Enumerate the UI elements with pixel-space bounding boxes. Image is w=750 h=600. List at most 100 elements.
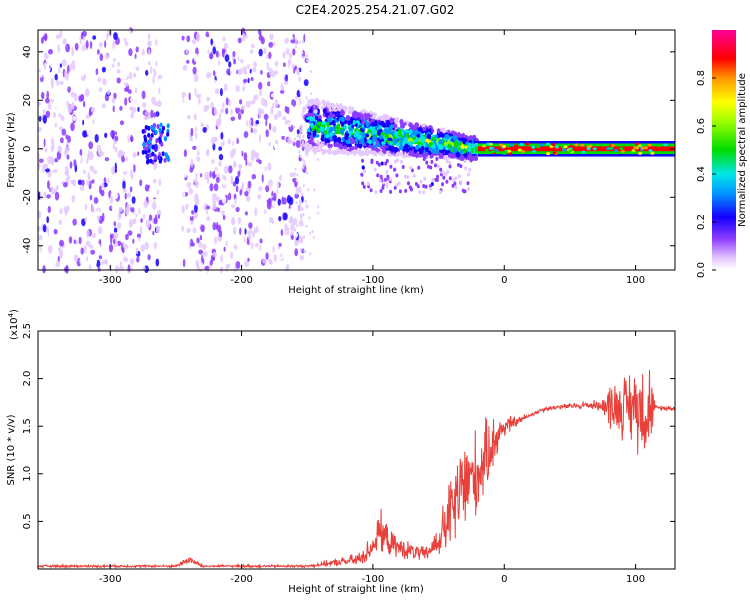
spectrogram-cell — [129, 258, 135, 265]
spectrogram-cell — [663, 143, 668, 147]
spectrogram-cell — [205, 209, 209, 215]
spectrogram-cell — [129, 186, 133, 193]
spectrogram-cell — [303, 79, 309, 87]
spectrogram-cell — [135, 99, 140, 107]
spectrogram-cell — [40, 36, 44, 44]
spectrogram-y-tick-label: -40 — [22, 238, 33, 254]
spectrogram-cell — [116, 228, 122, 233]
spectrogram-cell — [324, 137, 329, 143]
spectrogram-cell — [197, 241, 203, 248]
spectrogram-cell — [399, 159, 403, 164]
spectrogram-cell — [208, 41, 211, 47]
spectrogram-cell — [53, 228, 58, 235]
spectrogram-cell — [151, 151, 155, 157]
spectrogram-cell — [240, 66, 243, 75]
spectrogram-cell — [36, 225, 41, 232]
spectrogram-cell — [67, 86, 71, 93]
spectrogram-cell — [284, 37, 290, 44]
spectrogram-cell — [202, 243, 207, 250]
spectrogram-cell — [260, 70, 263, 75]
spectrogram-cell — [274, 139, 279, 145]
spectrogram-cell — [130, 207, 135, 213]
spectrogram-cell — [313, 109, 318, 114]
spectrogram-cell — [363, 112, 367, 119]
spectrogram-cell — [278, 174, 282, 182]
spectrogram-cell — [389, 164, 393, 169]
spectrogram-cell — [379, 116, 385, 121]
spectrogram-cell — [417, 127, 423, 132]
spectrogram-cell — [254, 41, 259, 49]
spectrogram-cell — [42, 224, 47, 233]
spectrogram-cell — [445, 149, 451, 154]
spectrogram-cell — [447, 152, 453, 158]
spectrogram-cell — [315, 140, 320, 145]
snr-y-tick-label: 1.0 — [22, 466, 33, 482]
spectrogram-cell — [220, 241, 225, 248]
spectrogram-cell — [161, 151, 165, 157]
spectrogram-cell — [308, 216, 311, 220]
spectrogram-cell — [296, 224, 299, 228]
spectrogram-cell — [139, 225, 143, 235]
spectrogram-cell — [116, 77, 121, 84]
spectrogram-cell — [293, 67, 296, 74]
spectrogram-cell — [88, 264, 92, 270]
spectrogram-cell — [105, 258, 108, 265]
spectrogram-cell — [235, 104, 240, 109]
spectrogram-cell — [215, 118, 221, 128]
spectrogram-cell — [90, 107, 96, 113]
spectrogram-cell — [388, 177, 392, 182]
spectrogram-cell — [322, 149, 326, 153]
spectrogram-cell — [46, 90, 49, 100]
spectrogram-cell — [211, 199, 217, 208]
spectrogram-cell — [138, 207, 141, 215]
spectrogram-cell — [491, 150, 496, 154]
spectrogram-cell — [143, 115, 149, 120]
spectrogram-cell — [648, 149, 653, 153]
spectrogram-cell — [58, 219, 62, 225]
spectrogram-cell — [327, 143, 331, 148]
spectrogram-cell — [221, 180, 227, 186]
spectrogram-cell — [368, 139, 372, 145]
spectrogram-cell — [272, 65, 277, 72]
spectrogram-cell — [387, 126, 393, 132]
spectrogram-cell — [283, 212, 288, 221]
spectrogram-cell — [193, 195, 197, 200]
spectrogram-cell — [374, 190, 378, 195]
spectrogram-cell — [198, 97, 201, 106]
spectrogram-cell — [114, 146, 118, 153]
spectrogram-cell — [288, 52, 293, 59]
spectrogram-cell — [355, 130, 360, 136]
spectrogram-cell — [43, 178, 47, 186]
spectrogram-cell — [98, 87, 103, 92]
spectrogram-cell — [147, 125, 151, 131]
spectrogram-cell — [633, 146, 638, 150]
spectrogram-cell — [60, 115, 65, 122]
spectrogram-cell — [82, 119, 85, 126]
spectrogram-cell — [90, 223, 95, 229]
spectrogram-cell — [200, 224, 205, 233]
spectrogram-y-ticks: -40 -20 0 20 40 — [22, 45, 675, 254]
spectrogram-cell — [394, 118, 399, 124]
spectrogram-cell — [340, 116, 345, 123]
spectrogram-cell — [245, 158, 248, 167]
spectrogram-cell — [489, 142, 493, 146]
snr-frame — [37, 330, 676, 570]
spectrogram-cell — [147, 42, 152, 47]
spectrogram-cell — [54, 163, 60, 169]
spectrogram-cell — [271, 69, 276, 78]
spectrogram-cell — [92, 232, 96, 239]
spectrogram-cell — [155, 60, 158, 67]
spectrogram-cell — [386, 150, 390, 155]
spectrogram-x-tick-label: 100 — [626, 275, 645, 286]
spectrogram-cell — [248, 233, 252, 241]
spectrogram-cell — [219, 178, 223, 187]
spectrogram-cell — [122, 188, 127, 193]
spectrogram-cell — [378, 151, 383, 156]
spectrogram-cell — [206, 158, 210, 167]
spectrogram-cell — [444, 133, 450, 140]
spectrogram-cell — [72, 179, 76, 187]
spectrogram-cell — [222, 62, 227, 71]
spectrogram-cell — [508, 152, 513, 155]
spectrogram-cell — [568, 149, 573, 153]
spectrogram-x-label: Height of straight line (km) — [288, 285, 424, 296]
